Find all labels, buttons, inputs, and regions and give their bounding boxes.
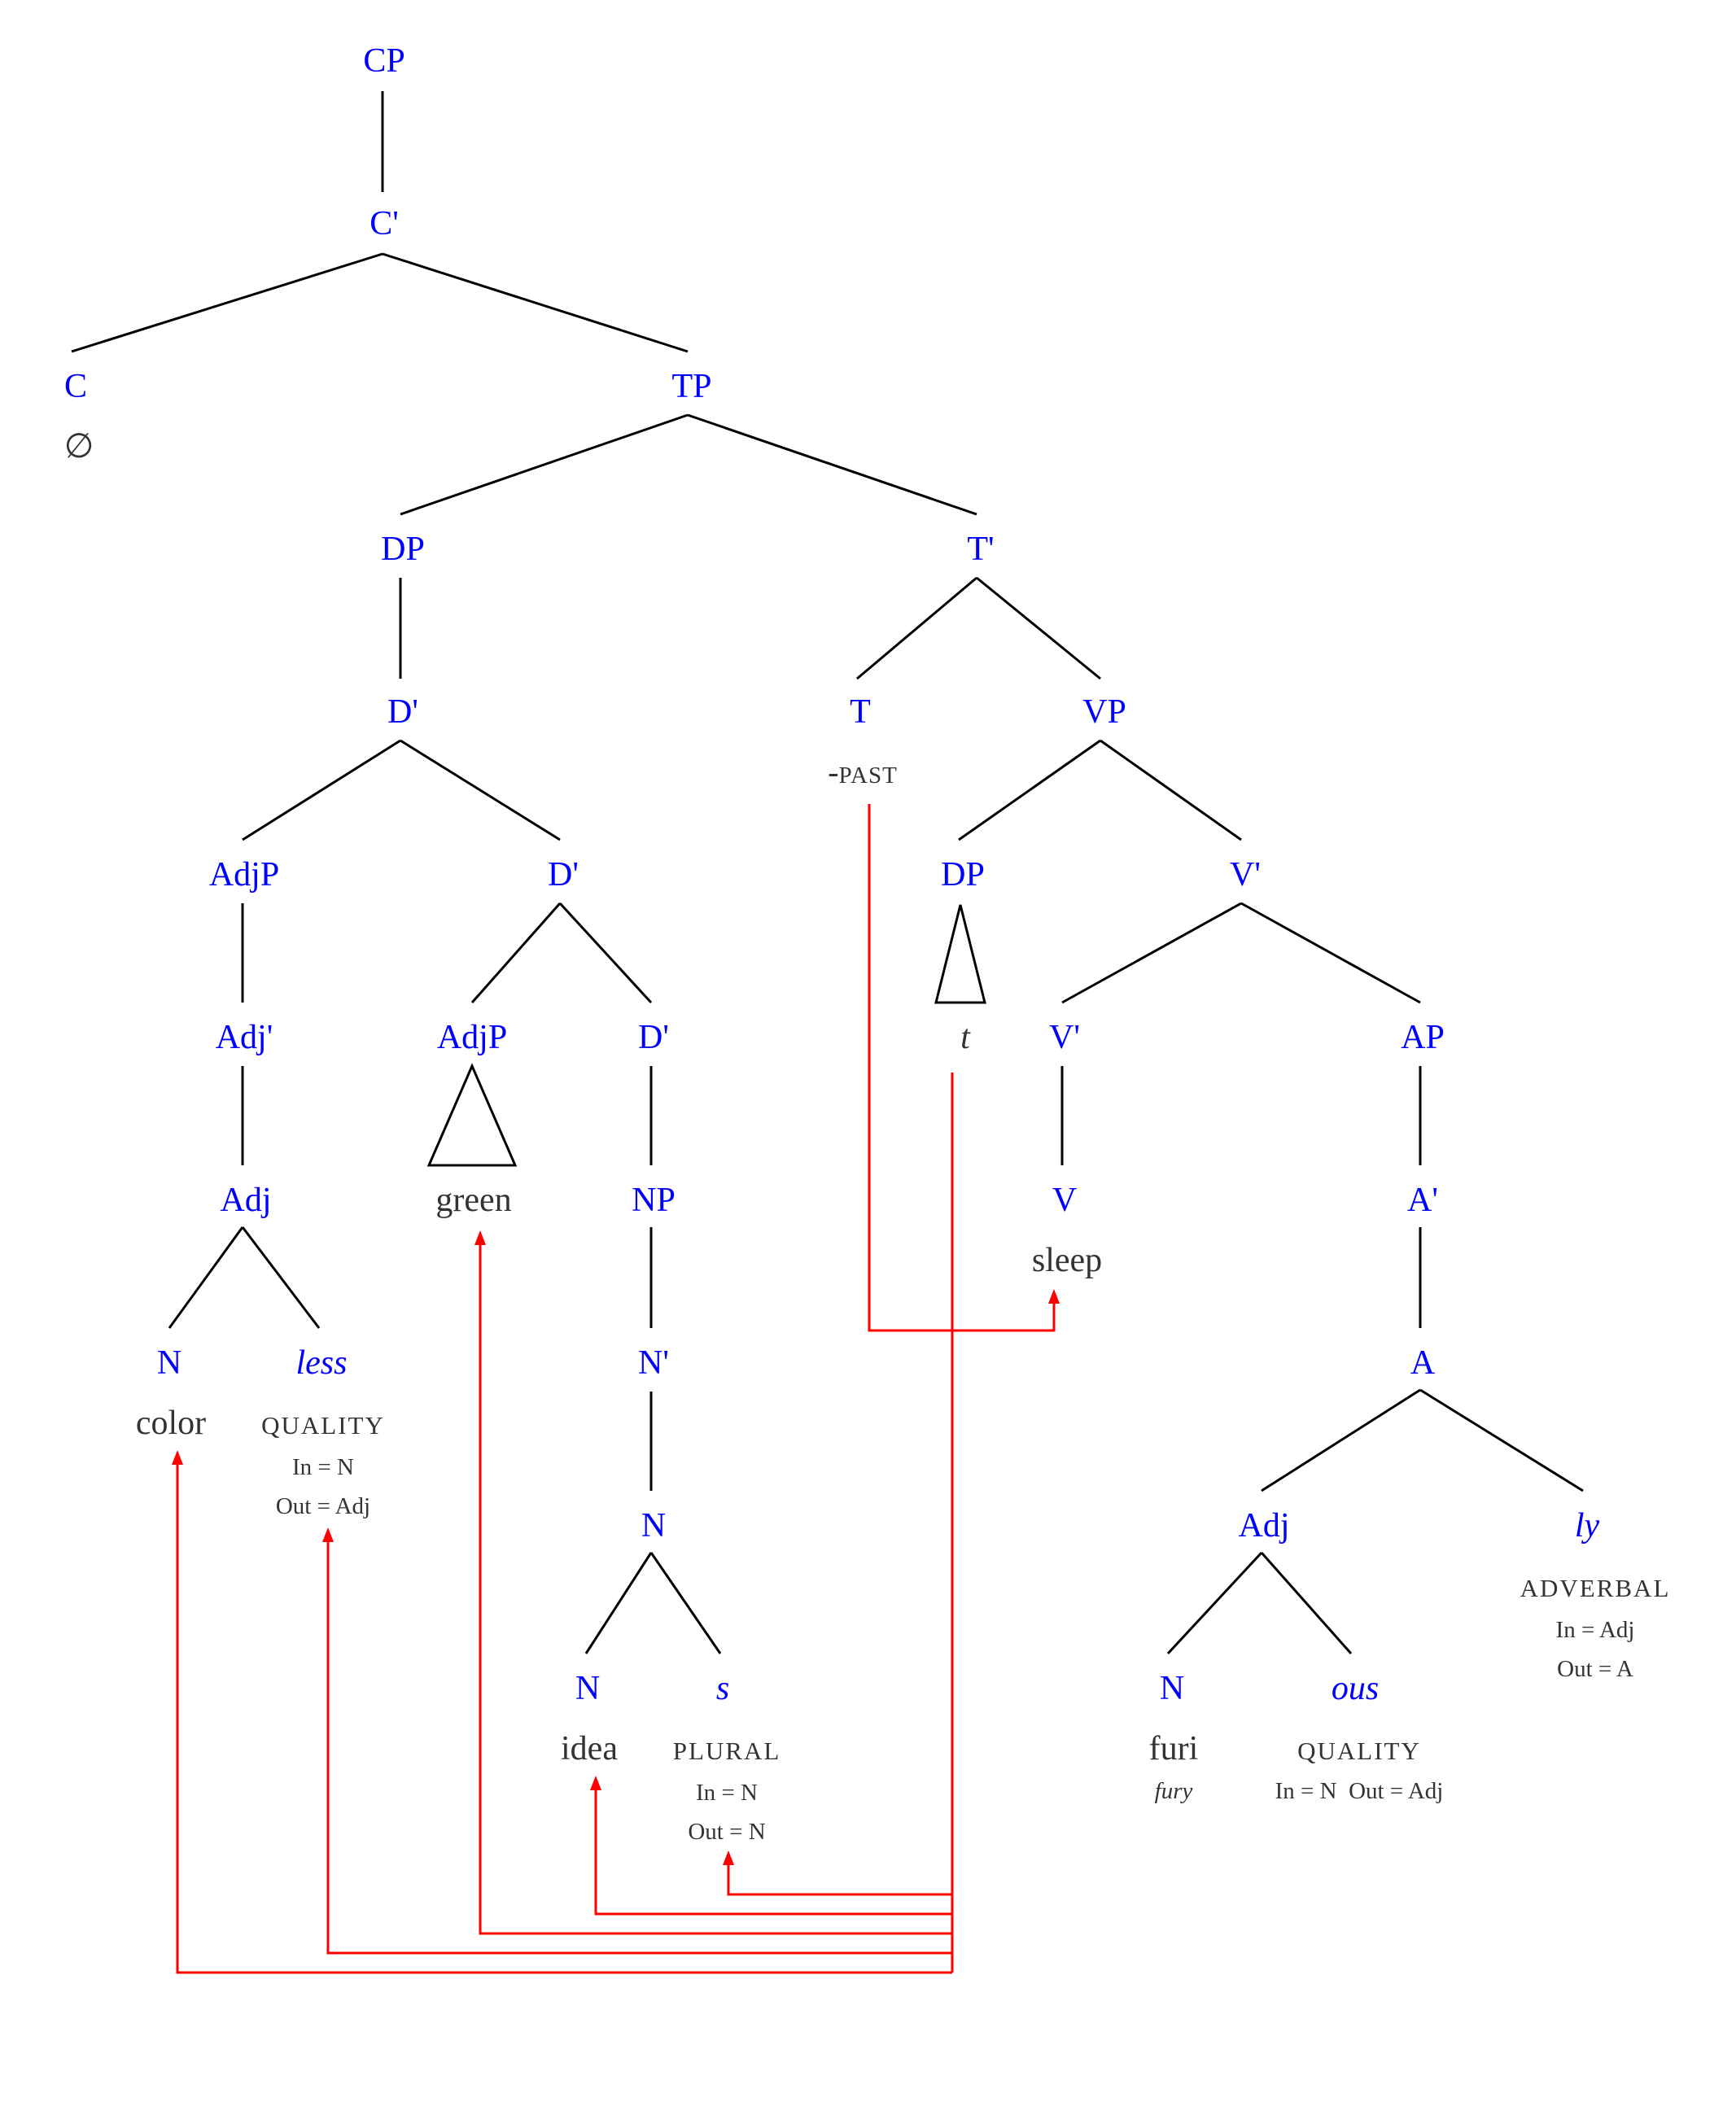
node-n-color: N bbox=[157, 1344, 181, 1382]
node-v-bar-1: V' bbox=[1230, 856, 1261, 894]
branch-dbar-adjp bbox=[242, 739, 401, 841]
arrowhead-idea bbox=[590, 1776, 601, 1790]
terminal-words: ∅ -PAST t green sleep color idea furi fu… bbox=[64, 428, 1199, 1804]
node-v: V bbox=[1052, 1182, 1077, 1219]
branch-adj-n bbox=[168, 1226, 244, 1329]
node-ly: ly bbox=[1575, 1507, 1600, 1545]
feature-ly-name: ADVERBAL bbox=[1520, 1574, 1671, 1602]
branch-a-ly bbox=[1419, 1388, 1584, 1492]
node-a: A bbox=[1410, 1344, 1436, 1382]
roof-triangle-dp-trace bbox=[934, 904, 986, 1004]
node-ap: AP bbox=[1401, 1019, 1445, 1056]
branch-cbar-tp bbox=[382, 252, 689, 353]
feature-less-name: QUALITY bbox=[261, 1411, 385, 1440]
word-green: green bbox=[435, 1182, 511, 1219]
branch-tbar-vp bbox=[976, 576, 1101, 680]
arrow-trace-to-less bbox=[326, 1542, 952, 1955]
arrowhead-green bbox=[474, 1230, 486, 1245]
arrow-trace-to-color bbox=[176, 1465, 952, 1974]
node-dp-subject: DP bbox=[381, 531, 425, 568]
node-adj-2: Adj bbox=[1239, 1507, 1290, 1545]
arrowhead-s bbox=[723, 1850, 734, 1865]
node-tp: TP bbox=[671, 368, 711, 405]
arrowhead-less bbox=[322, 1527, 334, 1542]
node-n-furi: N bbox=[1160, 1670, 1184, 1707]
feature-less-in: In = N bbox=[292, 1454, 354, 1480]
node-adj-bar: Adj' bbox=[216, 1019, 273, 1056]
branch-dbar2-adjp bbox=[470, 902, 562, 1003]
branch-adj2-ous bbox=[1260, 1552, 1353, 1654]
movement-arrows bbox=[172, 804, 1060, 1974]
word-past: -PAST bbox=[828, 754, 898, 790]
arrow-trace-to-green bbox=[479, 1245, 952, 1935]
node-adj-1: Adj bbox=[221, 1182, 272, 1219]
word-past-dash: - bbox=[828, 754, 838, 790]
branch-tbar-t bbox=[856, 576, 977, 680]
branch-tp-dp bbox=[400, 413, 689, 516]
word-fury-gloss: fury bbox=[1155, 1778, 1193, 1804]
node-vp: VP bbox=[1082, 693, 1126, 731]
word-sleep: sleep bbox=[1032, 1242, 1102, 1279]
node-c-bar: C' bbox=[370, 205, 399, 242]
node-ous: ous bbox=[1332, 1670, 1379, 1707]
arrow-trace-to-idea bbox=[594, 1790, 952, 1916]
feature-ous-in-out: In = N Out = Adj bbox=[1275, 1778, 1444, 1804]
word-past-label: PAST bbox=[839, 762, 898, 789]
node-np: NP bbox=[632, 1182, 676, 1219]
node-n-parent: N bbox=[641, 1507, 666, 1545]
feature-ly-in: In = Adj bbox=[1556, 1617, 1635, 1643]
feature-annotations: QUALITY In = N Out = Adj PLURAL In = N O… bbox=[261, 1411, 1671, 1845]
node-t-bar: T' bbox=[967, 531, 994, 568]
arrow-trace-to-s bbox=[727, 1865, 952, 1896]
tree-branches bbox=[71, 91, 1584, 1655]
node-less: less bbox=[296, 1344, 348, 1382]
branch-vp-dp bbox=[958, 739, 1101, 841]
branch-vbar-ap bbox=[1240, 902, 1421, 1004]
node-d-bar-1: D' bbox=[387, 693, 418, 731]
arrowhead-sleep bbox=[1048, 1289, 1060, 1304]
node-dp-trace: DP bbox=[941, 856, 985, 894]
feature-ous-name: QUALITY bbox=[1297, 1737, 1421, 1765]
node-d-bar-3: D' bbox=[638, 1019, 669, 1056]
branch-vbar-vbar2 bbox=[1061, 902, 1242, 1004]
node-adjp-2: AdjP bbox=[437, 1019, 507, 1056]
node-a-bar: A' bbox=[1407, 1182, 1438, 1219]
branch-a-adj bbox=[1261, 1388, 1421, 1492]
feature-s-in: In = N bbox=[696, 1780, 758, 1806]
branch-n-s bbox=[649, 1552, 722, 1654]
word-trace: t bbox=[960, 1019, 971, 1056]
branch-adj-less bbox=[241, 1226, 321, 1329]
roof-triangle-adjp-green bbox=[426, 1063, 518, 1167]
node-t: T bbox=[850, 693, 871, 731]
branch-dbar-dbar2 bbox=[400, 739, 561, 841]
node-v-bar-2: V' bbox=[1049, 1019, 1080, 1056]
feature-s-name: PLURAL bbox=[673, 1737, 781, 1765]
word-color: color bbox=[136, 1405, 206, 1442]
branch-vp-vbar bbox=[1100, 739, 1242, 841]
word-idea: idea bbox=[561, 1730, 618, 1767]
node-n-idea: N bbox=[575, 1670, 600, 1707]
feature-ly-out: Out = A bbox=[1557, 1656, 1633, 1682]
branch-dbar2-dbar3 bbox=[558, 902, 653, 1004]
feature-s-out: Out = N bbox=[688, 1819, 765, 1845]
node-cp: CP bbox=[363, 42, 404, 80]
branch-tp-tbar bbox=[687, 413, 977, 516]
branch-cbar-c bbox=[71, 252, 383, 353]
branch-n-n bbox=[584, 1552, 653, 1654]
node-d-bar-2: D' bbox=[548, 856, 579, 894]
node-n-bar: N' bbox=[638, 1344, 669, 1382]
feature-less-out: Out = Adj bbox=[276, 1493, 370, 1519]
node-s: s bbox=[716, 1670, 729, 1707]
branch-adj2-n bbox=[1166, 1551, 1263, 1655]
word-empty-c: ∅ bbox=[64, 428, 94, 465]
node-c: C bbox=[64, 368, 87, 405]
word-furi: furi bbox=[1149, 1730, 1199, 1767]
node-adjp-1: AdjP bbox=[209, 856, 279, 894]
arrow-past-to-sleep bbox=[868, 804, 1056, 1332]
category-labels: CP C' C TP DP T' D' T VP AdjP D' DP V' A… bbox=[64, 42, 1600, 1707]
arrowhead-color bbox=[172, 1450, 183, 1465]
